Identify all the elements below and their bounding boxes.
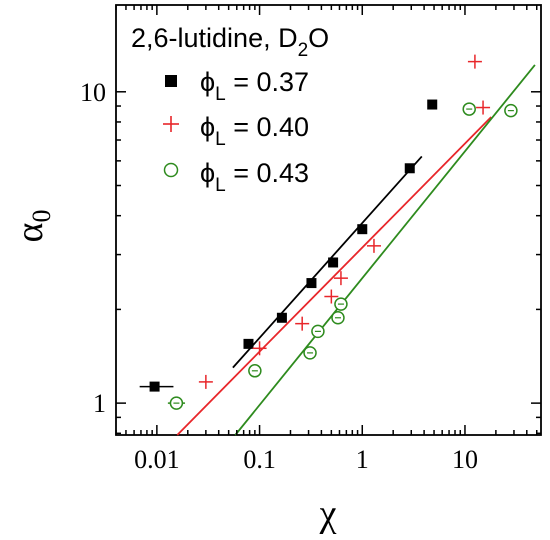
legend-sub: L bbox=[215, 129, 226, 150]
legend-value: = 0.43 bbox=[226, 158, 309, 188]
annotation-tail: O bbox=[308, 23, 329, 53]
x-axis-label: χ bbox=[319, 493, 337, 535]
data-point-plus bbox=[476, 100, 491, 115]
legend-entry-040: ϕL = 0.40 bbox=[163, 112, 309, 150]
chart-annotation: 2,6-lutidine, D2O bbox=[131, 23, 329, 61]
legend-phi: ϕ bbox=[200, 112, 215, 142]
y-tick-label: 1 bbox=[93, 389, 106, 418]
x-tick-label: 1 bbox=[356, 445, 369, 474]
legend-marker-square bbox=[165, 75, 177, 87]
legend-entry-043: ϕL = 0.43 bbox=[163, 158, 309, 196]
y-tick-label: 10 bbox=[80, 78, 106, 107]
data-point-plus bbox=[198, 374, 213, 389]
legend-value: = 0.40 bbox=[226, 112, 309, 142]
data-point-square bbox=[276, 312, 287, 323]
plot-frame bbox=[115, 4, 542, 436]
data-point-square bbox=[306, 278, 317, 289]
y-axis-label: α0 bbox=[9, 210, 56, 243]
legend-label: ϕL = 0.43 bbox=[200, 158, 309, 196]
legend-marker-circle bbox=[163, 162, 179, 178]
fit-line bbox=[234, 64, 536, 436]
legend-phi: ϕ bbox=[200, 67, 215, 97]
y-axis-label-main: α bbox=[9, 222, 51, 242]
data-point-square bbox=[427, 99, 438, 110]
data-point-plus bbox=[366, 238, 381, 253]
fit-lines bbox=[176, 64, 536, 436]
fit-line bbox=[232, 155, 423, 369]
legend-label: ϕL = 0.40 bbox=[200, 112, 309, 150]
data-point-plus bbox=[467, 54, 482, 69]
legend: ϕL = 0.37 ϕL = 0.40 ϕL = 0.43 bbox=[163, 67, 309, 196]
legend-sub: L bbox=[215, 84, 226, 105]
data-point-square bbox=[328, 257, 339, 268]
x-tick-label: 0.1 bbox=[243, 445, 276, 474]
tick-labels: 0.01 0.1 1 10 1 10 bbox=[80, 78, 478, 474]
fit-line bbox=[176, 116, 492, 436]
legend-phi: ϕ bbox=[200, 158, 215, 188]
annotation-subscript: 2 bbox=[298, 40, 309, 61]
markers bbox=[139, 54, 518, 410]
data-point-plus bbox=[333, 271, 348, 286]
y-axis-label-sub: 0 bbox=[27, 210, 56, 223]
data-point-plus bbox=[295, 316, 310, 331]
data-point-square bbox=[357, 224, 368, 235]
legend-entry-037: ϕL = 0.37 bbox=[165, 67, 309, 105]
x-tick-label: 10 bbox=[452, 445, 478, 474]
axis-ticks bbox=[115, 5, 541, 435]
data-point-square bbox=[149, 381, 160, 392]
data-point-plus bbox=[324, 289, 339, 304]
x-tick-label: 0.01 bbox=[134, 445, 180, 474]
data-point-plus bbox=[252, 341, 267, 356]
data-point-square bbox=[243, 338, 254, 349]
annotation-main: 2,6-lutidine, D bbox=[131, 23, 298, 53]
legend-sub: L bbox=[215, 175, 226, 196]
data-point-square bbox=[404, 163, 415, 174]
legend-value: = 0.37 bbox=[226, 67, 309, 97]
legend-label: ϕL = 0.37 bbox=[200, 67, 309, 105]
